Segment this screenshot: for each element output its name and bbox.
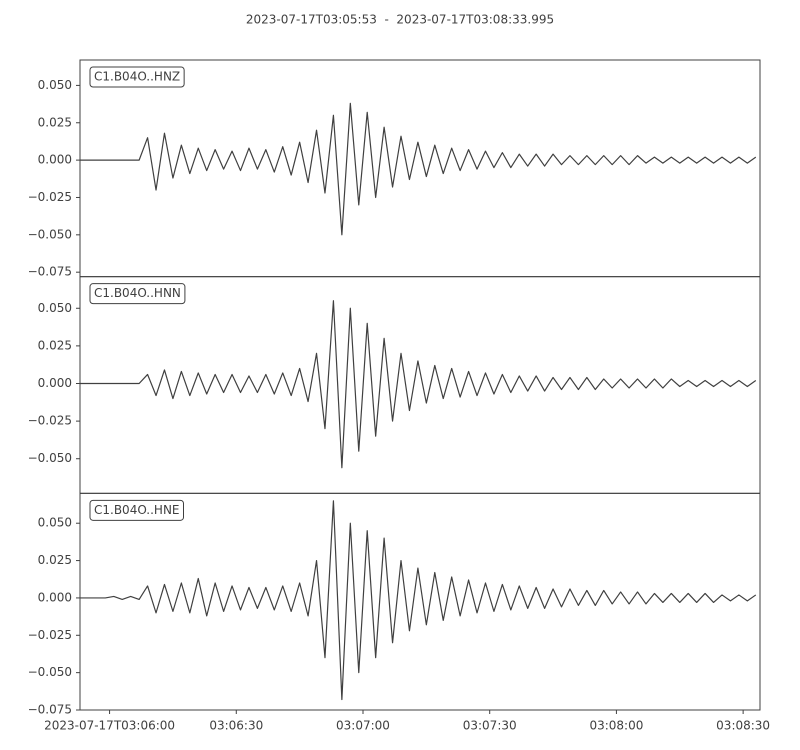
y-tick-label: 0.025 bbox=[38, 553, 72, 567]
trace bbox=[80, 500, 757, 701]
x-tick-label: 03:07:00 bbox=[336, 719, 390, 733]
trace-label: C1.B04O..HNE bbox=[94, 503, 180, 517]
y-tick-label: 0.000 bbox=[38, 153, 72, 167]
y-tick-label: 0.050 bbox=[38, 301, 72, 315]
y-tick-label: −0.075 bbox=[28, 703, 72, 717]
y-tick-label: 0.000 bbox=[38, 376, 72, 390]
x-tick-label: 03:08:00 bbox=[589, 719, 643, 733]
trace bbox=[80, 102, 757, 236]
y-tick-label: −0.025 bbox=[28, 190, 72, 204]
y-tick-label: 0.050 bbox=[38, 516, 72, 530]
trace-label: C1.B04O..HNN bbox=[94, 286, 181, 300]
trace-label-box bbox=[89, 66, 185, 88]
trace-label-box bbox=[89, 283, 186, 305]
panel-frame bbox=[79, 492, 761, 711]
y-tick-label: 0.000 bbox=[38, 590, 72, 604]
x-tick-label: 03:08:30 bbox=[716, 719, 770, 733]
y-tick-label: −0.050 bbox=[28, 227, 72, 241]
y-tick-label: −0.025 bbox=[28, 414, 72, 428]
x-tick-label: 2023-07-17T03:06:00 bbox=[44, 719, 175, 733]
y-tick-label: 0.025 bbox=[38, 338, 72, 352]
trace-label-box bbox=[89, 499, 184, 521]
y-tick-label: 0.025 bbox=[38, 115, 72, 129]
y-tick-label: −0.075 bbox=[28, 265, 72, 279]
y-tick-label: 0.050 bbox=[38, 78, 72, 92]
y-tick-label: −0.050 bbox=[28, 665, 72, 679]
trace bbox=[80, 300, 757, 469]
x-tick-label: 03:07:30 bbox=[463, 719, 517, 733]
chart-title: 2023-07-17T03:05:53 - 2023-07-17T03:08:3… bbox=[246, 13, 554, 27]
y-tick-label: −0.050 bbox=[28, 451, 72, 465]
x-tick-label: 03:06:30 bbox=[209, 719, 263, 733]
trace-label: C1.B04O..HNZ bbox=[94, 70, 180, 84]
y-tick-label: −0.025 bbox=[28, 628, 72, 642]
